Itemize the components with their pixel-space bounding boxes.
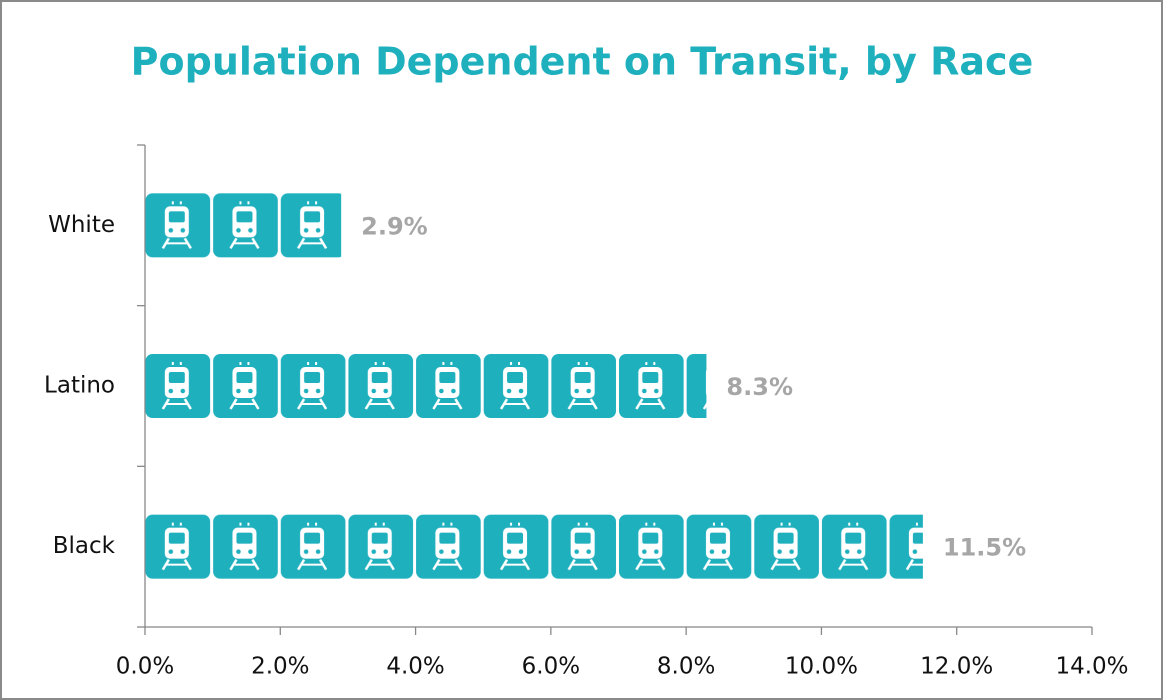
bar	[145, 193, 342, 258]
category-label: Latino	[44, 373, 115, 399]
value-label: 11.5%	[943, 534, 1026, 562]
x-tick-label: 6.0%	[522, 654, 580, 680]
value-label: 2.9%	[361, 212, 428, 240]
chart-title: Population Dependent on Transit, by Race	[131, 40, 1034, 84]
bar	[145, 354, 707, 418]
bar	[145, 514, 923, 579]
x-tick-label: 0.0%	[116, 654, 174, 680]
value-label: 8.3%	[726, 373, 793, 401]
x-tick-label: 2.0%	[251, 654, 309, 680]
x-tick-label: 8.0%	[657, 654, 715, 680]
x-tick-label: 14.0%	[1055, 654, 1128, 680]
x-tick-label: 12.0%	[920, 654, 993, 680]
x-tick-label: 4.0%	[386, 654, 444, 680]
category-label: Black	[53, 533, 116, 559]
category-label: White	[48, 212, 115, 238]
x-tick-label: 10.0%	[785, 654, 858, 680]
